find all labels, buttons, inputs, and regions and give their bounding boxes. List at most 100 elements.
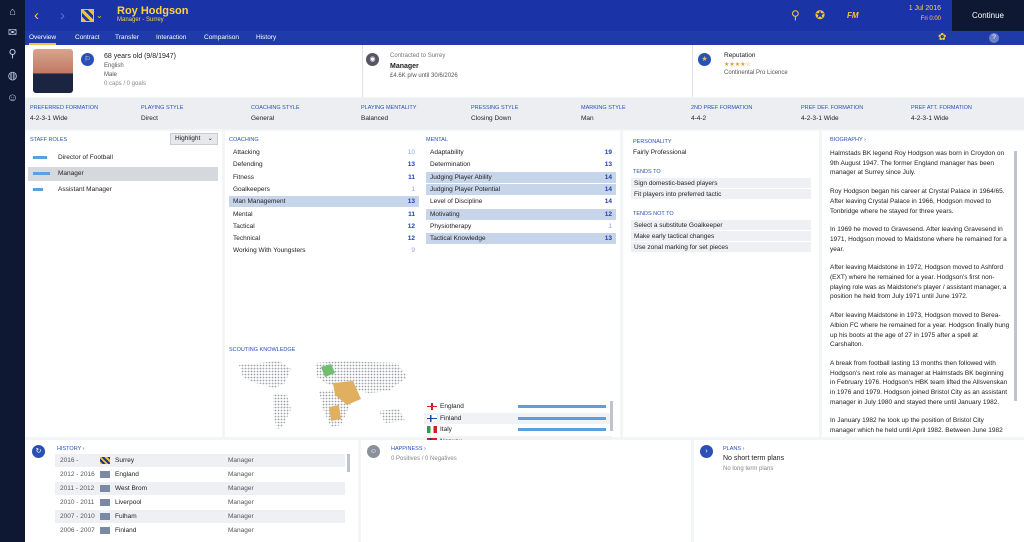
attribute-name: Determination [430,161,471,169]
style-label: Pref Def. Formation [801,105,864,111]
biography-paragraph: In 1969 he moved to Gravesend. After lea… [830,226,1007,253]
history-years: 2006 - 2007 [60,527,95,534]
attribute-value: 13 [604,161,612,169]
history-years: 2010 - 2011 [60,499,95,506]
role-level-bar [33,172,50,175]
history-row[interactable]: 2012 - 2016 England Manager [55,468,345,481]
scouting-country-row[interactable]: Finland [424,412,612,424]
biography-label[interactable]: Biography › [830,137,866,143]
history-row[interactable]: 2010 - 2011 Liverpool Manager [55,496,345,509]
world-icon[interactable]: ◍ [7,70,18,82]
age-text: 68 years old (9/8/1947) [104,53,176,60]
style-label: Coaching Style [251,105,300,111]
staff-icon[interactable]: ☺ [6,92,19,104]
search-icon[interactable]: ⚲ [791,8,800,22]
attribute-row: Attacking 10 [229,147,419,158]
attribute-row: Working With Youngsters 9 [229,245,419,256]
biography-scrollbar[interactable] [1014,151,1017,401]
attribute-value: 14 [604,198,612,206]
history-label[interactable]: History › [57,446,85,452]
separator-text: / [421,456,424,462]
history-row[interactable]: 2006 - 2007 Finland Manager [55,524,345,537]
tab-transfer[interactable]: Transfer [115,34,139,41]
plans-panel: › Plans › No short term plans No long te… [694,440,1024,542]
tab-history[interactable]: History [256,34,277,41]
page-subtitle: Manager - Surrey [117,17,164,23]
attribute-value: 19 [604,149,612,156]
biography-paragraph: A break from football lasting 13 months … [830,359,1008,406]
history-row[interactable]: 2016 - Surrey Manager [55,454,345,467]
attribute-row: Adaptability 19 [426,147,616,158]
history-scrollbar[interactable] [347,454,350,472]
history-role: Manager [228,471,254,478]
attribute-name: Judging Player Potential [430,185,501,193]
inbox-icon[interactable]: ✉ [7,27,18,39]
happiness-label[interactable]: Happiness › [391,446,426,452]
scouting-scrollbar[interactable] [610,401,613,431]
help-icon[interactable]: ? [989,33,999,43]
attribute-row: Judging Player Potential 14 [426,183,616,195]
chevron-down-icon[interactable]: ⌄ [96,11,103,20]
attribute-name: Tactical [233,222,255,230]
smiley-icon: ☺ [367,445,380,458]
attribute-value: 1 [608,222,612,230]
tab-overview[interactable]: Overview [29,31,57,45]
continue-button[interactable]: Continue [952,0,1024,31]
staff-role-item[interactable]: Director of Football [28,151,218,165]
club-badge [81,9,94,22]
staff-role-item[interactable]: Assistant Manager [28,183,218,197]
style-value: General [251,115,275,122]
biography-paragraph: After leaving Maidstone in 1972, Hodgson… [830,264,1007,301]
history-role: Manager [228,457,254,464]
style-value: Balanced [361,115,389,122]
tends-not-item: Make early tactical changes [631,231,811,242]
divider [692,45,693,97]
country-name: England [440,403,464,410]
style-label: Pref Att. Formation [911,105,972,111]
style-value: 4-2-3-1 Wide [911,115,949,122]
tab-interaction[interactable]: Interaction [156,34,187,41]
history-role: Manager [228,485,254,492]
fm-menu[interactable]: FM [847,11,859,20]
attribute-name: Goalkeepers [233,185,270,193]
attribute-name: Tactical Knowledge [430,235,486,243]
history-row[interactable]: 2011 - 2012 West Brom Manager [55,482,345,495]
attribute-name: Attacking [233,149,260,156]
cast-icon[interactable]: ✿ [938,32,947,43]
attribute-name: Level of Discipline [430,198,483,206]
back-icon[interactable]: ‹ [34,7,39,24]
tab-bar: Overview Contract Transfer Interaction C… [25,31,1024,45]
forward-icon[interactable]: › [60,7,65,24]
history-club: Surrey [115,457,135,464]
staff-roles-label: Staff Roles [30,137,68,143]
attributes-panel: Coaching Mental Attacking 10 Defending 13 Fi… [225,131,620,480]
scouting-country-row[interactable]: Italy [424,424,612,435]
biography-paragraph: Halmstads BK legend Roy Hodgson was born… [830,150,1005,177]
home-icon[interactable]: ⌂ [9,6,16,18]
club-crest-icon [100,513,110,520]
history-row[interactable]: 2007 - 2010 Fulham Manager [55,510,345,523]
attribute-value: 11 [408,173,415,181]
highlight-dropdown[interactable]: Highlight ⌄ [170,133,218,145]
style-value: 4-2-3-1 Wide [30,115,68,122]
tab-comparison[interactable]: Comparison [204,34,240,41]
attribute-row: Motivating 12 [426,208,616,220]
club-crest-icon [100,527,110,534]
style-label: 2nd Pref Formation [691,105,753,111]
styles-strip: Preferred Formation 4-2-3-1 Wide Playing S… [25,98,1024,129]
attribute-value: 12 [407,235,415,243]
contract-label: Contracted to Surrey [390,53,446,59]
staff-role-item[interactable]: Manager [28,167,218,181]
header-bar: ‹ › ⌄ Roy Hodgson Manager - Surrey ⚲ ✪ F… [25,0,1024,31]
plans-label[interactable]: Plans › [723,446,745,452]
scouting-knowledge-bar [518,416,606,420]
tab-contract[interactable]: Contract [75,34,100,41]
scouting-country-row[interactable]: England [424,401,612,412]
style-value: Closing Down [471,115,512,122]
attribute-row: Goalkeepers 1 [229,184,419,195]
style-label: Pressing Style [471,105,519,111]
search-icon[interactable]: ⚲ [8,48,17,60]
scouting-knowledge-bar [518,428,606,432]
tends-not-item: Select a substitute Goalkeeper [631,220,811,231]
club-menu-icon[interactable]: ✪ [815,8,826,22]
